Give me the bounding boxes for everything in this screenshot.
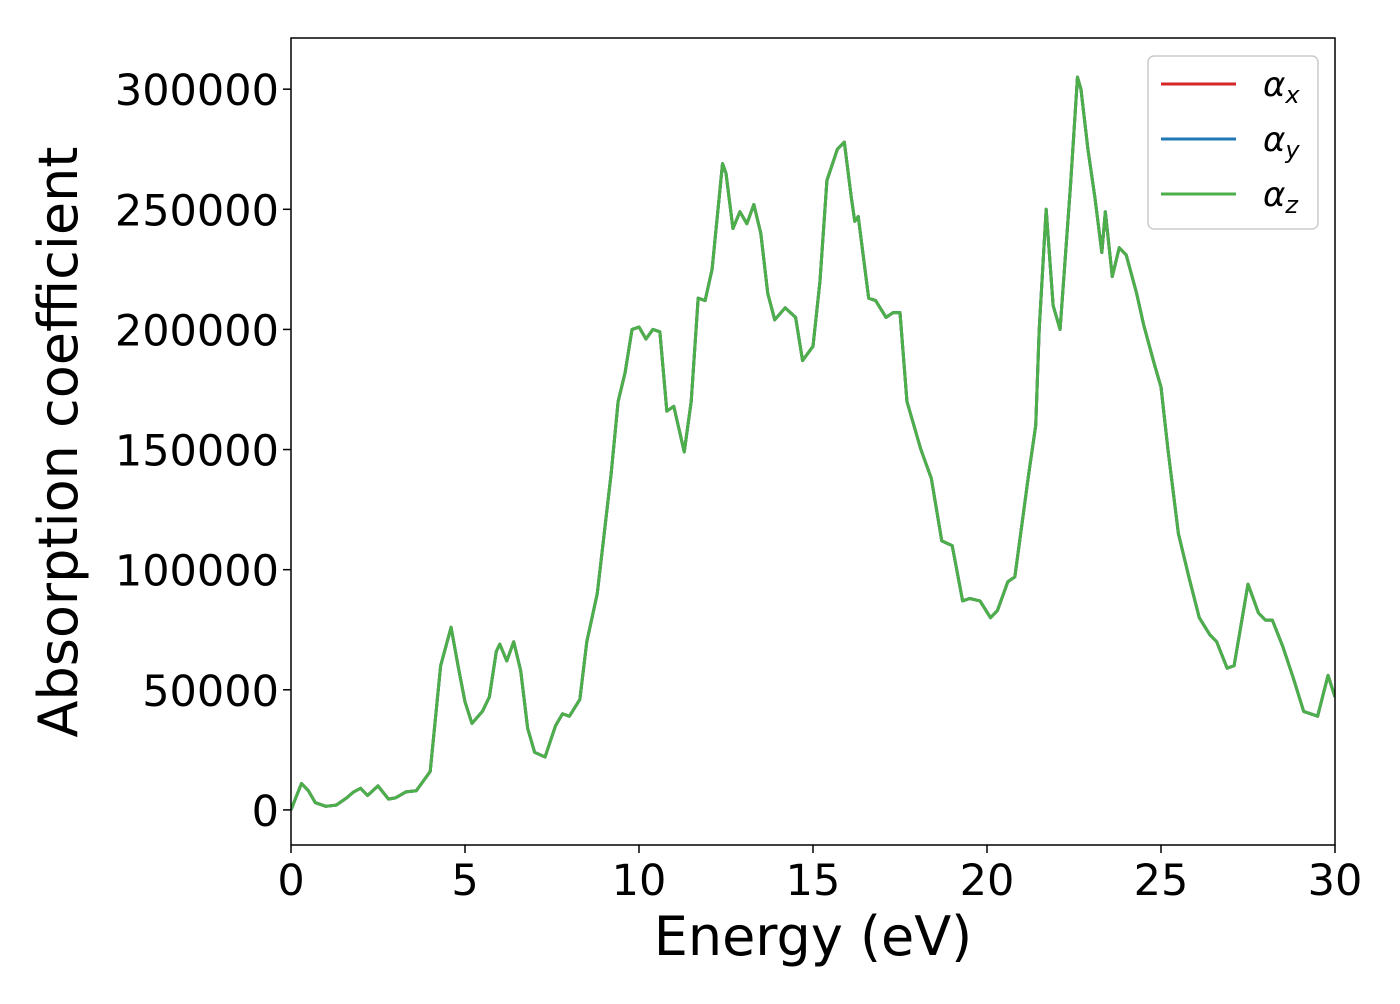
y-axis-label: Absorption coefficient xyxy=(27,147,90,738)
x-tick-label: 10 xyxy=(612,856,667,906)
x-tick-label: 25 xyxy=(1134,856,1189,906)
legend-label: αz xyxy=(1263,175,1299,219)
legend-label: αy xyxy=(1263,120,1300,164)
legend-box xyxy=(1147,55,1319,230)
plot-frame xyxy=(290,37,1336,846)
x-tick-label: 30 xyxy=(1308,856,1363,906)
y-tick-label: 100000 xyxy=(115,547,279,597)
y-tick-label: 300000 xyxy=(115,66,279,116)
x-tick-label: 0 xyxy=(277,856,304,906)
y-tick-label: 150000 xyxy=(115,427,279,477)
x-tick-label: 20 xyxy=(960,856,1015,906)
legend-label: αx xyxy=(1263,65,1300,109)
x-tick-label: 5 xyxy=(451,856,478,906)
y-tick-label: 250000 xyxy=(115,186,279,236)
x-tick-label: 15 xyxy=(786,856,841,906)
data-line xyxy=(291,75,1335,811)
x-axis-label: Energy (eV) xyxy=(654,905,973,968)
y-tick-label: 200000 xyxy=(115,306,279,356)
y-tick-label: 50000 xyxy=(142,667,279,717)
y-tick-label: 0 xyxy=(252,787,279,837)
